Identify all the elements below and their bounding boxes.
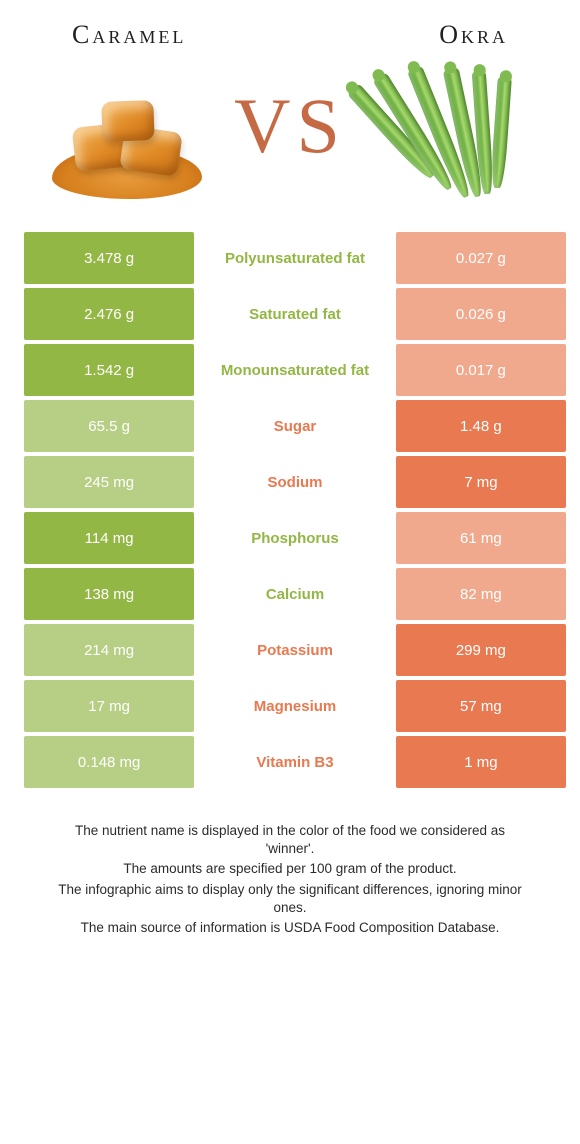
table-cell-label: Calcium	[199, 568, 391, 620]
table-cell-right: 82 mg	[396, 568, 566, 620]
table-cell-label: Magnesium	[199, 680, 391, 732]
table-cell-right: 0.027 g	[396, 232, 566, 284]
footer-line: The infographic aims to display only the…	[50, 881, 530, 917]
table-cell-right: 7 mg	[396, 456, 566, 508]
right-food-title: Okra	[439, 20, 508, 50]
table-cell-right: 299 mg	[396, 624, 566, 676]
table-cell-right: 1 mg	[396, 736, 566, 788]
table-cell-left: 1.542 g	[24, 344, 194, 396]
table-cell-label: Monounsaturated fat	[199, 344, 391, 396]
table-cell-left: 138 mg	[24, 568, 194, 620]
table-cell-right: 1.48 g	[396, 400, 566, 452]
table-cell-left: 114 mg	[24, 512, 194, 564]
table-cell-label: Polyunsaturated fat	[199, 232, 391, 284]
table-cell-left: 0.148 mg	[24, 736, 194, 788]
table-cell-left: 2.476 g	[24, 288, 194, 340]
comparison-table: 3.478 gPolyunsaturated fat0.027 g2.476 g…	[24, 232, 556, 822]
table-cell-left: 245 mg	[24, 456, 194, 508]
left-food-title: Caramel	[72, 20, 186, 50]
table-cell-left: 3.478 g	[24, 232, 194, 284]
caramel-cube-shape	[101, 100, 154, 142]
footer-line: The amounts are specified per 100 gram o…	[50, 860, 530, 878]
table-cell-right: 61 mg	[396, 512, 566, 564]
footer-line: The nutrient name is displayed in the co…	[50, 822, 530, 858]
table-cell-right: 0.017 g	[396, 344, 566, 396]
header-titles: Caramel Okra	[24, 20, 556, 62]
table-cell-left: 65.5 g	[24, 400, 194, 452]
table-cell-left: 17 mg	[24, 680, 194, 732]
table-cell-label: Phosphorus	[199, 512, 391, 564]
caramel-image	[44, 57, 222, 207]
table-cell-left: 214 mg	[24, 624, 194, 676]
header-images: VS	[24, 62, 556, 232]
table-cell-right: 0.026 g	[396, 288, 566, 340]
table-cell-label: Vitamin B3	[199, 736, 391, 788]
table-cell-label: Saturated fat	[199, 288, 391, 340]
table-cell-label: Sodium	[199, 456, 391, 508]
footer-line: The main source of information is USDA F…	[50, 919, 530, 937]
vs-label: VS	[234, 81, 346, 171]
okra-pod-shape	[490, 76, 512, 189]
table-cell-right: 57 mg	[396, 680, 566, 732]
footer-notes: The nutrient name is displayed in the co…	[24, 822, 556, 963]
okra-image	[358, 57, 536, 207]
comparison-infographic: Caramel Okra VS 3.478 gPolyunsaturated f…	[0, 0, 580, 963]
table-cell-label: Potassium	[199, 624, 391, 676]
table-cell-label: Sugar	[199, 400, 391, 452]
